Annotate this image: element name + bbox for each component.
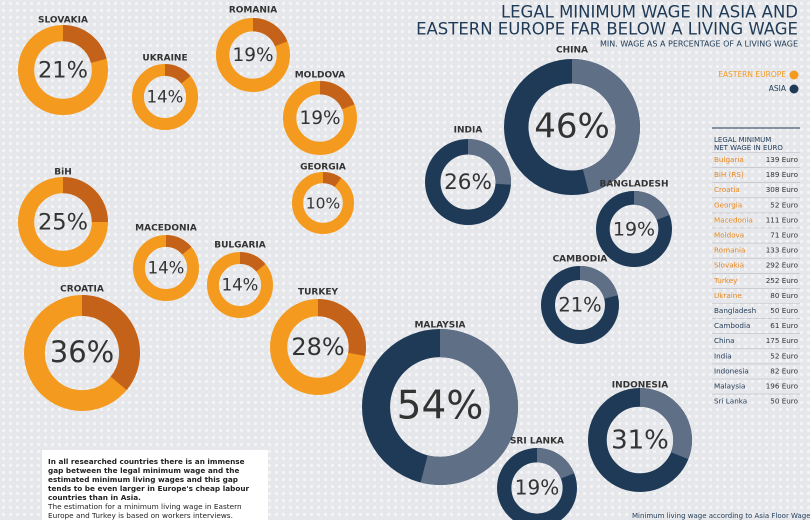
donut-value: 19%: [299, 108, 340, 129]
donut-title: MOLDOVA: [295, 71, 346, 81]
donut-segment: [319, 81, 355, 110]
note-box: In all researched countries there is an …: [42, 450, 268, 520]
table-country: Georgia: [714, 200, 742, 209]
table-wage: 133 Euro: [766, 246, 798, 255]
table-wage: 71 Euro: [770, 231, 798, 240]
legend-label: EASTERN EUROPE: [718, 70, 786, 79]
table-wage: 52 Euro: [770, 351, 798, 360]
table-wage: 80 Euro: [770, 291, 798, 300]
table-wage: 50 Euro: [770, 397, 798, 406]
donut-segment: [467, 139, 511, 185]
donut-value: 21%: [38, 58, 88, 84]
table-wage: 111 Euro: [766, 215, 798, 224]
table-wage: 61 Euro: [770, 321, 798, 330]
donut-value: 21%: [558, 294, 601, 317]
donut-segment: [81, 295, 140, 390]
table-wage: 50 Euro: [770, 306, 798, 315]
donut-value: 19%: [515, 476, 559, 500]
donut-segment: [317, 299, 366, 356]
donut-value: 54%: [397, 384, 484, 429]
donut-segment: [536, 448, 575, 479]
table-country: Croatia: [714, 185, 740, 194]
table-wage: 82 Euro: [770, 366, 798, 375]
table-country: Romania: [714, 246, 745, 255]
donut-segment: [579, 266, 618, 300]
donut-segment: [239, 252, 266, 272]
note-lead: In all researched countries there is an …: [48, 457, 250, 502]
donut-value: 14%: [222, 276, 259, 295]
donut-title: INDIA: [454, 126, 483, 136]
table-country: India: [714, 351, 732, 360]
table-country: Ukraine: [714, 291, 742, 300]
donut-value: 19%: [232, 45, 273, 66]
donut-title: BULGARIA: [214, 241, 266, 251]
donut-value: 25%: [38, 210, 88, 236]
donut-title: TURKEY: [298, 288, 338, 298]
table-wage: 292 Euro: [766, 261, 798, 270]
donut-segment: [62, 177, 108, 223]
donut-title: CHINA: [556, 46, 588, 56]
table-country: Macedonia: [714, 215, 753, 224]
donut-title: GEORGIA: [300, 163, 346, 173]
donut-title: CROATIA: [60, 285, 104, 295]
table-wage: 52 Euro: [770, 200, 798, 209]
donut-segment: [571, 59, 640, 193]
donut-segment: [164, 64, 191, 84]
donut-value: 26%: [444, 170, 492, 195]
donut-value: 10%: [306, 195, 340, 213]
legend-label: ASIA: [769, 84, 787, 93]
legend-dot: [789, 70, 799, 80]
table-wage: 252 Euro: [766, 276, 798, 285]
table-wage: 175 Euro: [766, 336, 798, 345]
title-line: EASTERN EUROPE FAR BELOW A LIVING WAGE: [416, 20, 798, 39]
table-country: BiH (RS): [714, 170, 744, 179]
note-text: The estimation for a minimum living wage…: [48, 502, 242, 520]
donut-segment: [420, 329, 518, 485]
donut-title: SLOVAKIA: [38, 16, 88, 26]
donut-title: BANGLADESH: [599, 180, 668, 190]
table-country: Malaysia: [714, 382, 745, 391]
table-country: Bulgaria: [714, 155, 744, 164]
donut-value: 36%: [50, 335, 114, 369]
donut-segment: [62, 25, 107, 64]
table-country: Bangladesh: [714, 306, 756, 315]
table-country: Indonesia: [714, 366, 749, 375]
donut-segment: [252, 18, 288, 47]
table-country: Slovakia: [714, 261, 744, 270]
donut-value: 14%: [147, 88, 184, 107]
donut-segment: [322, 172, 342, 188]
legend-dot: [789, 84, 799, 94]
table-wage: 139 Euro: [766, 155, 798, 164]
table-wage: 196 Euro: [766, 382, 798, 391]
donut-segment: [633, 191, 670, 221]
table-country: Cambodia: [714, 321, 750, 330]
title-line: LEGAL MINIMUM WAGE IN ASIA AND: [501, 3, 798, 22]
subtitle: MIN. WAGE AS A PERCENTAGE OF A LIVING WA…: [600, 40, 798, 49]
table-title: LEGAL MINIMUM NET WAGE IN EURO: [714, 136, 783, 152]
table-country: Moldova: [714, 231, 744, 240]
donut-value: 28%: [291, 333, 344, 361]
table-wage: 308 Euro: [766, 185, 798, 194]
table-country: Turkey: [713, 276, 738, 285]
footer: Minimum living wage according to Asia Fl…: [632, 512, 810, 520]
donut-value: 14%: [148, 259, 185, 278]
donut-title: BiH: [54, 168, 71, 178]
donut-segment: [639, 388, 692, 460]
donut-title: UKRAINE: [142, 54, 187, 64]
table-country: China: [714, 336, 735, 345]
donut-title: MALAYSIA: [414, 321, 465, 331]
table-country: Sri Lanka: [714, 397, 747, 406]
donut-title: MACEDONIA: [135, 224, 197, 234]
donut-value: 31%: [611, 426, 669, 456]
donut-title: CAMBODIA: [553, 255, 608, 265]
donut-value: 19%: [613, 219, 655, 241]
donut-segment: [165, 235, 192, 255]
table-wage: 189 Euro: [766, 170, 798, 179]
donut-value: 46%: [534, 107, 610, 147]
donut-title: INDONESIA: [612, 381, 669, 391]
donut-title: SRI LANKA: [510, 437, 564, 447]
donut-title: ROMANIA: [229, 6, 277, 16]
